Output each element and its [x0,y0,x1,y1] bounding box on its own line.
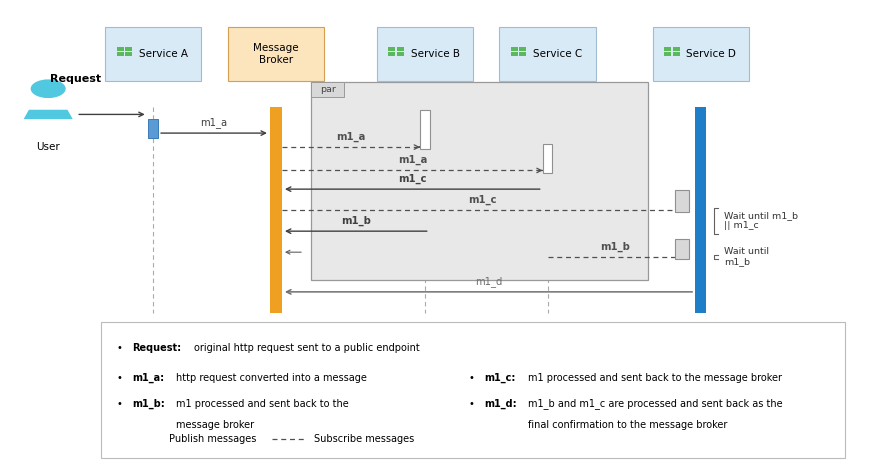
Bar [519,52,526,56]
Text: •: • [469,399,475,409]
Bar [125,52,132,56]
Text: User: User [36,142,60,152]
Text: message broker: message broker [176,420,254,430]
Text: m1 processed and sent back to the: m1 processed and sent back to the [176,399,349,409]
Bar [653,27,749,80]
Bar [664,52,671,56]
Polygon shape [24,110,73,119]
Text: m1_b:: m1_b: [132,399,165,409]
Text: m1_c: m1_c [398,174,427,184]
Text: m1_d: m1_d [475,276,502,287]
Text: m1_b: m1_b [341,216,371,226]
Bar [519,47,526,51]
Text: Request:: Request: [132,343,181,353]
Text: Service B: Service B [411,49,460,59]
Text: m1_a:: m1_a: [132,373,165,383]
Bar [673,52,680,56]
Bar [101,322,845,458]
Bar [125,47,132,51]
Text: •: • [117,399,123,409]
Text: m1_c:: m1_c: [484,373,516,383]
Bar [117,52,124,56]
Text: Subscribe messages: Subscribe messages [314,434,413,444]
Circle shape [31,79,66,98]
Bar [397,47,404,51]
Bar [696,107,707,313]
Text: m1_a: m1_a [336,132,366,142]
Bar [311,82,344,97]
Text: m1 processed and sent back to the message broker: m1 processed and sent back to the messag… [528,373,782,383]
Bar [388,52,395,56]
Text: m1_b: m1_b [600,241,630,252]
Bar [675,239,689,259]
Text: Service A: Service A [139,49,188,59]
Text: Request: Request [50,74,101,85]
Bar [511,47,518,51]
Text: m1_b and m1_c are processed and sent back as the: m1_b and m1_c are processed and sent bac… [528,398,783,410]
Bar [311,82,648,280]
Text: Message
Broker: Message Broker [253,43,299,64]
Text: Wait until m1_b
|| m1_c: Wait until m1_b || m1_c [724,211,798,230]
Bar [270,107,282,313]
Bar [105,27,201,80]
Text: par: par [320,85,336,94]
Bar [511,52,518,56]
Text: •: • [117,343,123,353]
Text: Publish messages: Publish messages [169,434,257,444]
Bar [664,47,671,51]
Bar [148,119,158,138]
Bar [675,190,689,212]
Text: m1_c: m1_c [468,195,497,205]
Bar [228,27,324,80]
Bar [117,47,124,51]
Bar [499,27,596,80]
Text: •: • [469,373,475,383]
Bar [542,144,552,173]
Bar [420,110,429,149]
Text: Wait until
m1_b: Wait until m1_b [724,247,769,267]
Text: final confirmation to the message broker: final confirmation to the message broker [528,420,728,430]
Text: m1_a: m1_a [398,155,427,165]
Text: •: • [117,373,123,383]
Bar [673,47,680,51]
Bar [397,52,404,56]
Text: m1_d:: m1_d: [484,399,517,409]
Text: http request converted into a message: http request converted into a message [176,373,367,383]
Text: Service C: Service C [533,49,583,59]
Bar [388,47,395,51]
Text: m1_a: m1_a [201,117,228,128]
Text: Service D: Service D [687,49,736,59]
Bar [377,27,473,80]
Text: original http request sent to a public endpoint: original http request sent to a public e… [194,343,420,353]
